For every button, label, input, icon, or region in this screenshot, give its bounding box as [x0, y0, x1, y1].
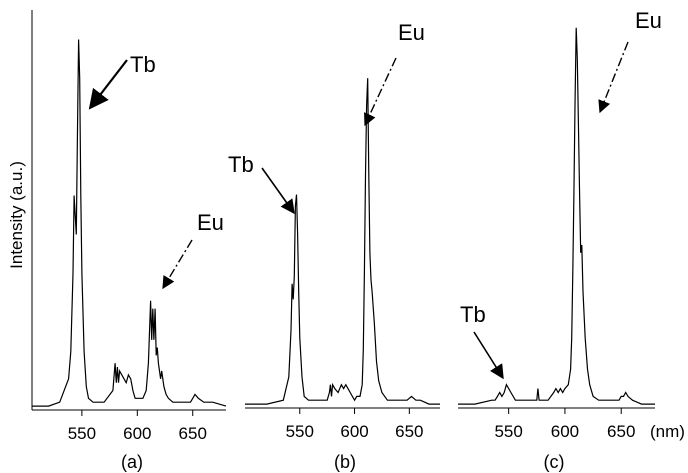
panel-c-ticks: 550 600 650	[494, 408, 635, 441]
panel-a-eu-arrow	[162, 239, 193, 290]
panel-a-ticks: 550 600 650	[68, 410, 207, 443]
panel-a-tick-label-600: 600	[123, 424, 151, 443]
panel-b-tb-arrow	[261, 167, 295, 215]
panel-a-tb-annotation: Tb	[130, 52, 156, 77]
panel-c-tb-annotation: Tb	[460, 302, 486, 327]
panel-a-tick-label-550: 550	[68, 424, 96, 443]
panel-c-tick-label-600: 600	[551, 422, 579, 441]
panel-b-eu-arrow	[364, 57, 397, 127]
y-axis-label: Intensity (a.u.)	[7, 161, 26, 269]
panel-b-tick-label-600: 600	[340, 422, 368, 441]
panel-b-tick-label-650: 650	[395, 422, 423, 441]
x-unit-label: (nm)	[650, 422, 685, 441]
panel-b-tb-annotation: Tb	[228, 152, 254, 177]
spectrum-c-line	[458, 27, 655, 405]
panel-b-label: (b)	[334, 452, 356, 472]
panel-b-ticks: 550 600 650	[286, 408, 424, 441]
panel-c-label: (c)	[544, 452, 565, 472]
panel-c-eu-arrow	[598, 41, 629, 114]
panel-c-tb-arrow	[473, 331, 504, 380]
spectrum-a-line	[32, 39, 227, 407]
panel-a-label: (a)	[121, 452, 143, 472]
panel-c-tick-label-650: 650	[607, 422, 635, 441]
panel-b-tick-label-550: 550	[286, 422, 314, 441]
panel-a-eu-annotation: Eu	[197, 210, 224, 235]
spectrum-b-line	[245, 78, 440, 405]
panel-a-tb-arrow	[88, 59, 128, 110]
panel-c-eu-annotation: Eu	[635, 8, 662, 33]
panel-c-tick-label-550: 550	[494, 422, 522, 441]
panel-a-tick-label-650: 650	[179, 424, 207, 443]
panel-b-eu-annotation: Eu	[398, 20, 425, 45]
